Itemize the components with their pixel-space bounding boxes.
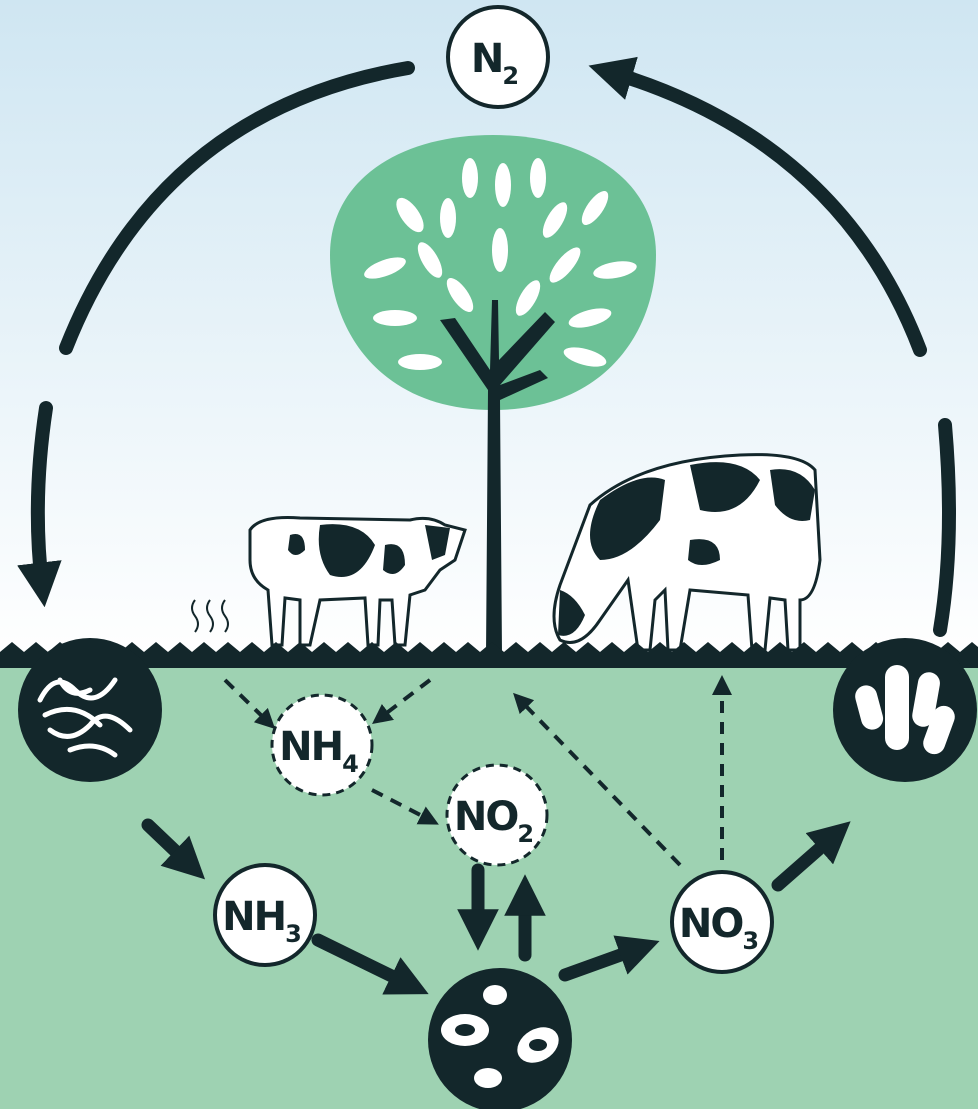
- arc-right-top: [588, 56, 927, 357]
- node-label: NO: [679, 901, 742, 947]
- svg-text:NH3: NH3: [222, 894, 300, 948]
- arc-left-down: [17, 401, 62, 608]
- svg-text:NO2: NO2: [454, 794, 532, 848]
- svg-text:N2: N2: [471, 36, 517, 90]
- node-n2: N2: [446, 5, 550, 109]
- node-subscript: 2: [502, 62, 517, 90]
- arc-right-up: [933, 418, 956, 637]
- node-no3: NO3: [670, 870, 774, 974]
- cow-right: [552, 453, 822, 652]
- svg-text:NH4: NH4: [279, 724, 358, 778]
- node-subscript: 3: [742, 927, 757, 955]
- node-label: NH: [279, 724, 342, 770]
- node-label: NO: [454, 794, 517, 840]
- cow-left: [248, 516, 467, 647]
- tree: [330, 135, 656, 655]
- node-nh4: NH4: [270, 693, 374, 797]
- ground-line: [0, 642, 978, 668]
- dashed-arrows: [223, 675, 732, 867]
- bacteria-rods-circle: [833, 638, 977, 782]
- solid-arrows: [141, 818, 851, 995]
- node-subscript: 4: [342, 750, 358, 778]
- cells-circle: [428, 968, 572, 1109]
- arc-left-top: [59, 61, 415, 355]
- worms-circle: [18, 638, 162, 782]
- node-subscript: 3: [285, 920, 300, 948]
- node-label: N: [471, 36, 502, 82]
- svg-text:NO3: NO3: [679, 901, 757, 955]
- node-subscript: 2: [517, 820, 532, 848]
- node-label: NH: [222, 894, 285, 940]
- steam: [191, 599, 229, 633]
- node-no2: NO2: [445, 763, 549, 867]
- node-nh3: NH3: [213, 863, 317, 967]
